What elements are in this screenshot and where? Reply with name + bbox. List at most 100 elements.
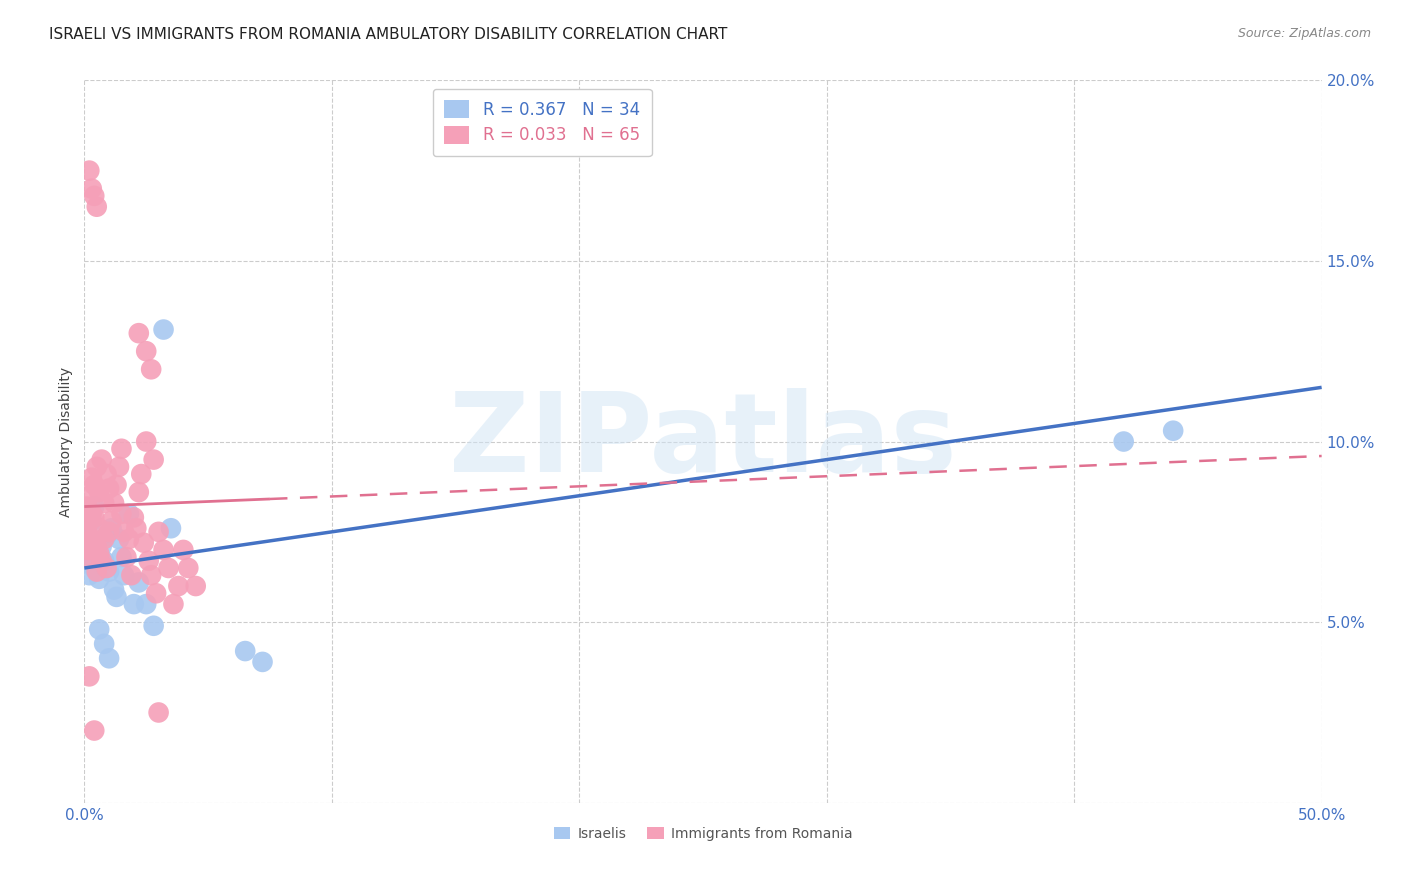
Point <box>132 535 155 549</box>
Legend: Israelis, Immigrants from Romania: Israelis, Immigrants from Romania <box>548 822 858 847</box>
Text: Source: ZipAtlas.com: Source: ZipAtlas.com <box>1237 27 1371 40</box>
Point <box>162 597 184 611</box>
Point <box>112 568 135 582</box>
Point <box>110 507 132 521</box>
Point <box>118 507 141 521</box>
Point <box>76 524 98 539</box>
Point <box>80 535 103 549</box>
Point <box>79 163 101 178</box>
Point <box>148 706 170 720</box>
Point <box>76 524 98 539</box>
Point <box>128 485 150 500</box>
Point <box>157 561 180 575</box>
Point <box>79 568 101 582</box>
Point <box>79 542 101 557</box>
Point <box>93 496 115 510</box>
Point <box>76 500 98 514</box>
Point <box>98 565 121 579</box>
Point <box>112 524 135 539</box>
Point <box>80 514 103 528</box>
Point <box>93 532 115 546</box>
Point <box>167 579 190 593</box>
Point <box>141 362 163 376</box>
Point <box>98 524 121 539</box>
Y-axis label: Ambulatory Disability: Ambulatory Disability <box>59 367 73 516</box>
Point <box>89 521 111 535</box>
Point <box>83 189 105 203</box>
Point <box>145 586 167 600</box>
Point <box>152 322 174 336</box>
Point <box>89 623 111 637</box>
Point <box>89 572 111 586</box>
Point <box>138 554 160 568</box>
Point <box>79 489 101 503</box>
Point <box>80 507 103 521</box>
Point <box>152 542 174 557</box>
Point <box>76 550 98 565</box>
Point <box>86 539 108 553</box>
Point <box>86 547 108 561</box>
Point <box>86 200 108 214</box>
Point <box>252 655 274 669</box>
Point <box>1112 434 1135 449</box>
Point <box>80 182 103 196</box>
Point <box>76 550 98 565</box>
Point <box>89 485 111 500</box>
Point <box>128 326 150 340</box>
Point <box>90 554 112 568</box>
Point <box>122 597 145 611</box>
Point <box>142 452 165 467</box>
Point <box>83 535 105 549</box>
Point <box>108 459 131 474</box>
Point <box>83 478 105 492</box>
Point <box>105 590 128 604</box>
Point <box>96 528 118 542</box>
Point <box>89 547 111 561</box>
Point <box>100 521 122 535</box>
Point <box>79 669 101 683</box>
Point <box>148 524 170 539</box>
Point <box>184 579 207 593</box>
Point <box>172 542 194 557</box>
Point <box>79 542 101 557</box>
Point <box>86 565 108 579</box>
Point <box>96 561 118 575</box>
Point <box>110 550 132 565</box>
Point <box>79 514 101 528</box>
Point <box>160 521 183 535</box>
Point <box>120 568 142 582</box>
Point <box>108 532 131 546</box>
Point <box>125 521 148 535</box>
Point <box>83 500 105 514</box>
Point <box>86 459 108 474</box>
Point <box>135 344 157 359</box>
Point <box>135 597 157 611</box>
Point <box>80 471 103 485</box>
Point <box>122 510 145 524</box>
Text: ISRAELI VS IMMIGRANTS FROM ROMANIA AMBULATORY DISABILITY CORRELATION CHART: ISRAELI VS IMMIGRANTS FROM ROMANIA AMBUL… <box>49 27 727 42</box>
Point <box>110 442 132 456</box>
Point <box>100 514 122 528</box>
Point <box>103 496 125 510</box>
Point <box>83 510 105 524</box>
Point <box>96 467 118 481</box>
Point <box>98 651 121 665</box>
Point <box>103 582 125 597</box>
Point <box>90 452 112 467</box>
Point <box>80 532 103 546</box>
Point <box>128 575 150 590</box>
Text: ZIPatlas: ZIPatlas <box>449 388 957 495</box>
Point <box>141 568 163 582</box>
Point <box>98 482 121 496</box>
Point <box>90 539 112 553</box>
Point <box>105 478 128 492</box>
Point <box>93 637 115 651</box>
Point <box>83 723 105 738</box>
Point <box>135 434 157 449</box>
Point <box>118 532 141 546</box>
Point <box>177 561 200 575</box>
Point <box>129 467 152 481</box>
Point <box>233 644 256 658</box>
Point <box>115 550 138 565</box>
Point <box>142 619 165 633</box>
